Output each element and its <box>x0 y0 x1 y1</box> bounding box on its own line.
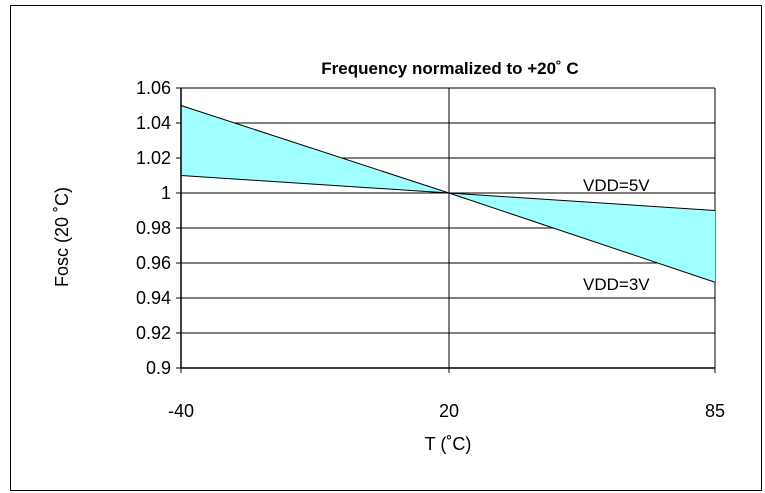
axes <box>176 87 716 373</box>
x-axis-label: T (˚C) <box>425 434 472 454</box>
series-lines-layer <box>180 105 716 283</box>
y-tick-label: 1 <box>161 183 171 203</box>
y-tick-label: 1.06 <box>136 78 171 98</box>
y-tick-label: 1.04 <box>136 113 171 133</box>
y-tick-label: 0.94 <box>136 288 171 308</box>
y-tick-label: 0.96 <box>136 253 171 273</box>
series-label-vdd5v: VDD=5V <box>583 176 650 195</box>
x-tick-labels: -40 20 85 <box>168 401 725 421</box>
y-tick-label: 1.02 <box>136 148 171 168</box>
x-tick-label: 85 <box>705 401 725 421</box>
series-label-vdd3v: VDD=3V <box>583 275 650 294</box>
band-fill <box>181 105 715 283</box>
y-tick-label: 0.9 <box>146 358 171 378</box>
x-tick-label: 20 <box>439 401 459 421</box>
y-axis-label: Fosc (20 ˚C) <box>52 187 72 287</box>
y-tick-label: 0.92 <box>136 323 171 343</box>
x-tick-label: -40 <box>168 401 194 421</box>
band-fill-layer <box>181 105 715 283</box>
series-line-vdd3v <box>180 105 716 283</box>
y-tick-labels: 1.06 1.04 1.02 1 0.98 0.96 0.94 0.92 0.9 <box>136 78 171 378</box>
chart-title: Frequency normalized to +20˚ C <box>321 59 578 78</box>
y-tick-label: 0.98 <box>136 218 171 238</box>
